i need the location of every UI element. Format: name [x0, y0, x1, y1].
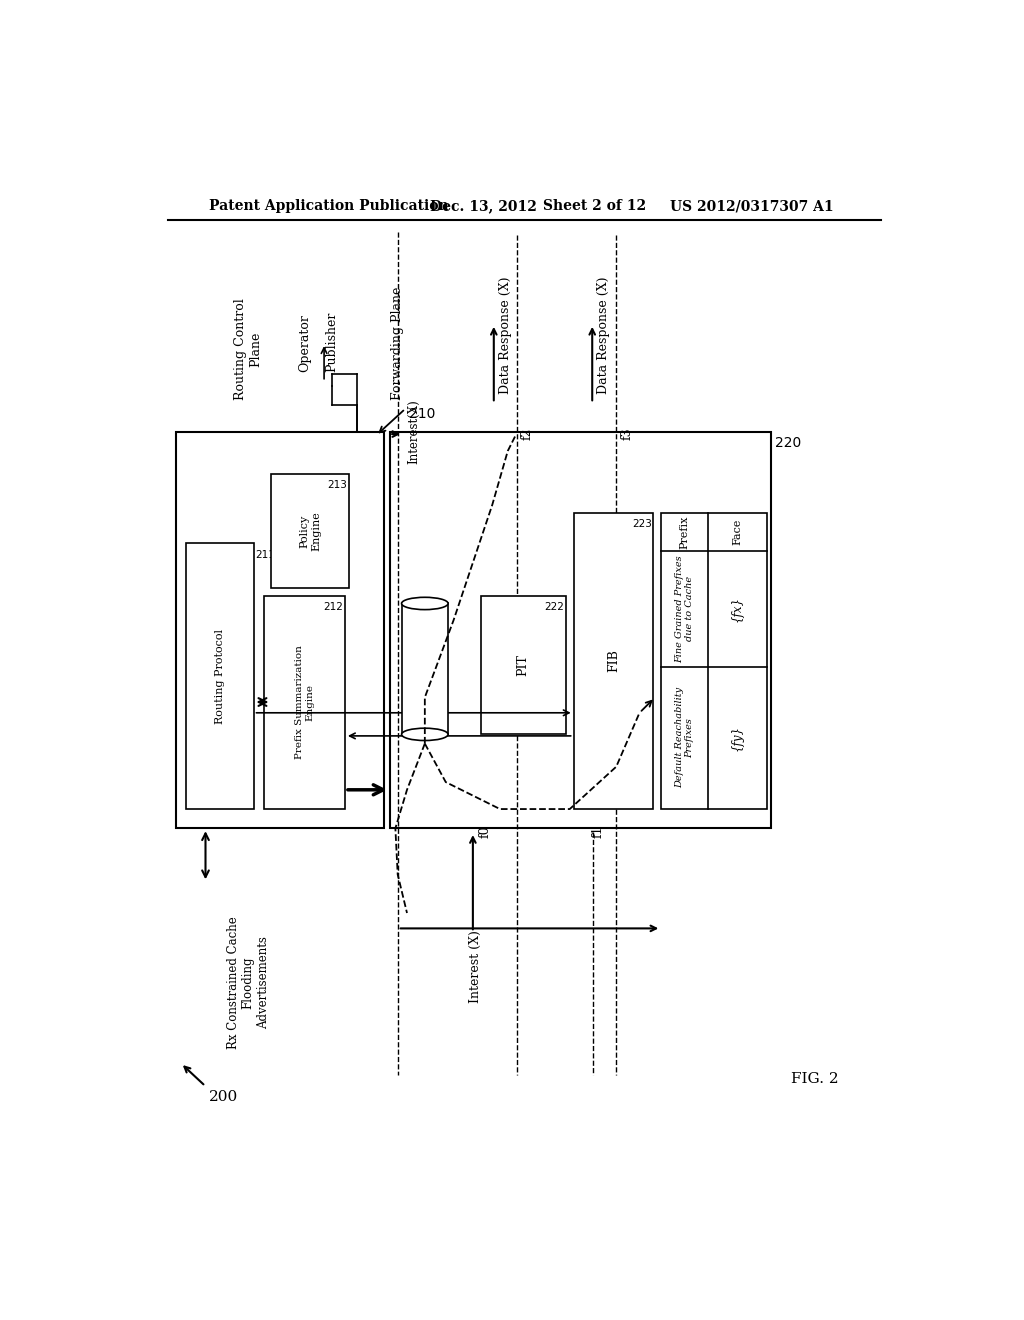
- Text: 220: 220: [775, 436, 802, 450]
- Text: Routing Control
Plane: Routing Control Plane: [234, 298, 262, 400]
- Bar: [176, 432, 384, 829]
- Text: f3: f3: [621, 428, 633, 441]
- Text: PIT: PIT: [517, 655, 529, 676]
- Text: Sheet 2 of 12: Sheet 2 of 12: [543, 199, 646, 213]
- Text: {fx}: {fx}: [731, 595, 744, 622]
- Text: 222: 222: [545, 602, 564, 612]
- Text: Data Response (X): Data Response (X): [597, 277, 610, 395]
- Text: f0: f0: [478, 826, 492, 838]
- Text: Face: Face: [732, 519, 742, 545]
- Text: Prefix: Prefix: [680, 515, 689, 549]
- Text: Patent Application Publication: Patent Application Publication: [209, 199, 449, 213]
- Text: 200: 200: [209, 1090, 239, 1104]
- Text: Operator: Operator: [298, 314, 311, 372]
- Text: Constrained Cache
Flooding
Advertisements: Constrained Cache Flooding Advertisement…: [193, 574, 226, 682]
- Text: Rx Constrained Cache
Flooding
Advertisements: Rx Constrained Cache Flooding Advertisem…: [226, 916, 269, 1048]
- Bar: [263, 595, 345, 809]
- Bar: [186, 544, 254, 809]
- Text: Routing Protocol: Routing Protocol: [215, 628, 225, 723]
- Text: Publisher: Publisher: [326, 312, 338, 372]
- Text: FIB: FIB: [607, 649, 621, 672]
- Text: 212: 212: [324, 602, 343, 612]
- Text: 211: 211: [255, 549, 275, 560]
- Ellipse shape: [401, 597, 449, 610]
- Bar: [271, 474, 349, 589]
- Text: CS: CS: [425, 660, 437, 678]
- Text: US 2012/0317307 A1: US 2012/0317307 A1: [671, 199, 835, 213]
- Text: Fine Grained Prefixes
due to Cache: Fine Grained Prefixes due to Cache: [675, 554, 694, 663]
- Text: FIG. 2: FIG. 2: [791, 1072, 839, 1085]
- Bar: [573, 512, 653, 809]
- Text: Interest (X): Interest (X): [469, 931, 481, 1003]
- Ellipse shape: [401, 729, 449, 741]
- Text: {fy}: {fy}: [731, 725, 744, 751]
- Text: Interest(X): Interest(X): [407, 400, 420, 465]
- Text: Dec. 13, 2012: Dec. 13, 2012: [430, 199, 538, 213]
- Text: Default Reachability
Prefixes: Default Reachability Prefixes: [675, 688, 694, 788]
- Text: f2: f2: [521, 428, 534, 441]
- Text: 223: 223: [632, 519, 652, 529]
- Text: 213: 213: [328, 480, 347, 490]
- Text: 210: 210: [409, 407, 435, 421]
- Bar: [480, 595, 566, 734]
- Text: Forwarding Plane: Forwarding Plane: [391, 286, 404, 400]
- Text: Data Response (X): Data Response (X): [499, 277, 512, 395]
- Text: 221: 221: [401, 618, 421, 627]
- Bar: [401, 603, 449, 734]
- Text: f1: f1: [592, 826, 604, 838]
- Bar: [390, 432, 771, 829]
- Text: Prefix Summarization
Engine: Prefix Summarization Engine: [295, 645, 314, 759]
- Text: Policy
Engine: Policy Engine: [299, 511, 321, 550]
- Bar: [662, 512, 767, 809]
